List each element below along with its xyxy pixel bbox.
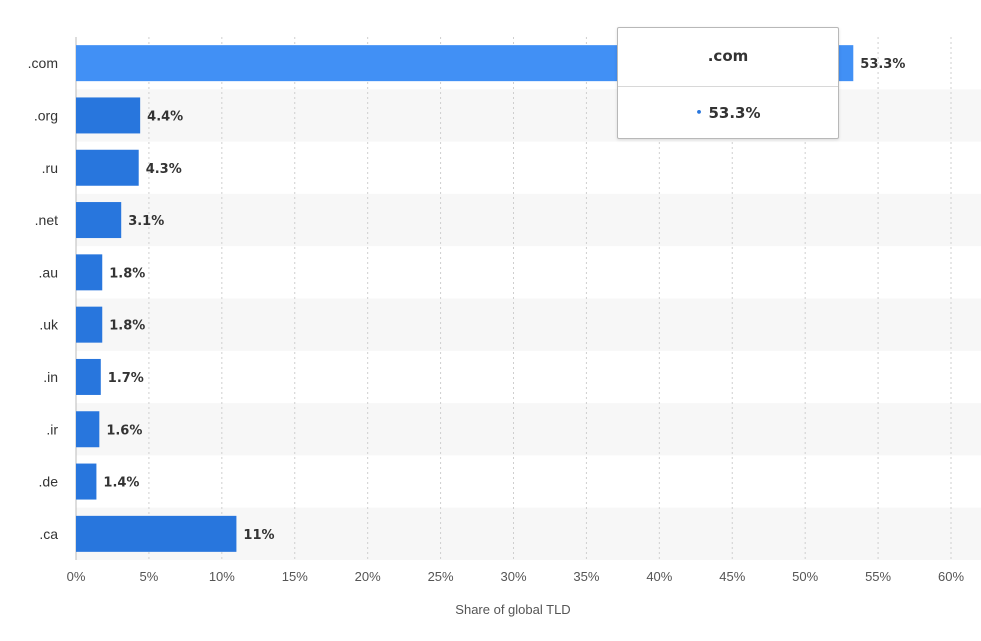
tooltip-value-row: • 53.3%	[618, 87, 838, 139]
row-bands	[76, 89, 981, 560]
category-label: .ir	[46, 421, 58, 437]
data-label: 1.8%	[109, 266, 145, 281]
data-label: 1.8%	[109, 319, 145, 334]
data-labels: 53.3% 4.4% 4.3% 3.1% 1.8% 1.8% 1.7% 1.6% 1.4% 11%	[103, 57, 905, 543]
bar[interactable]	[76, 358, 101, 395]
category-label: .com	[28, 55, 58, 71]
bar[interactable]	[76, 306, 103, 343]
x-tick-label: 5%	[140, 569, 159, 584]
bar[interactable]	[76, 149, 139, 186]
x-axis-title: Share of global TLD	[455, 602, 570, 617]
category-label: .au	[39, 264, 58, 280]
category-label: .net	[35, 212, 58, 228]
data-label: 11%	[243, 528, 274, 543]
tooltip-title: .com	[618, 28, 838, 87]
data-label: 1.6%	[106, 423, 142, 438]
x-tick-label: 0%	[67, 569, 86, 584]
gridlines	[75, 37, 952, 560]
x-tick-label: 25%	[428, 569, 454, 584]
row-band	[76, 403, 981, 456]
x-tick-label: 45%	[719, 569, 745, 584]
category-label: .ca	[39, 526, 58, 542]
category-label: .de	[39, 474, 59, 490]
x-tick-label: 15%	[282, 569, 308, 584]
category-label: .in	[43, 369, 58, 385]
bar[interactable]	[76, 411, 100, 448]
row-band	[76, 298, 981, 351]
bar[interactable]	[76, 254, 103, 291]
data-label: 53.3%	[860, 57, 905, 72]
x-tick-label: 35%	[573, 569, 599, 584]
bar[interactable]	[76, 202, 122, 239]
data-label: 4.3%	[146, 162, 182, 177]
tooltip-bullet: •	[695, 106, 703, 119]
data-label: 1.7%	[108, 371, 144, 386]
x-tick-label: 50%	[792, 569, 818, 584]
category-label: .org	[34, 107, 58, 123]
tooltip-value: 53.3%	[708, 104, 761, 122]
row-band	[76, 193, 981, 247]
bar[interactable]	[76, 515, 237, 552]
bar[interactable]	[76, 97, 141, 134]
row-band	[76, 89, 981, 142]
category-labels: .com .org .ru .net .au .uk .in .ir .de .ca	[28, 55, 59, 542]
x-tick-label: 55%	[865, 569, 891, 584]
data-label: 1.4%	[103, 476, 139, 491]
x-tick-label: 60%	[938, 569, 964, 584]
x-tick-label: 10%	[209, 569, 235, 584]
x-tick-label: 20%	[355, 569, 381, 584]
x-axis-ticks: 0% 5% 10% 15% 20% 25% 30% 35% 40% 45% 50% 55% 60%	[67, 569, 965, 584]
data-label: 3.1%	[128, 214, 164, 229]
x-tick-label: 40%	[646, 569, 672, 584]
tooltip: .com • 53.3%	[617, 27, 839, 139]
bar[interactable]	[76, 463, 97, 500]
category-label: .uk	[39, 317, 59, 333]
category-label: .ru	[42, 160, 58, 176]
data-label: 4.4%	[147, 109, 183, 124]
x-tick-label: 30%	[500, 569, 526, 584]
